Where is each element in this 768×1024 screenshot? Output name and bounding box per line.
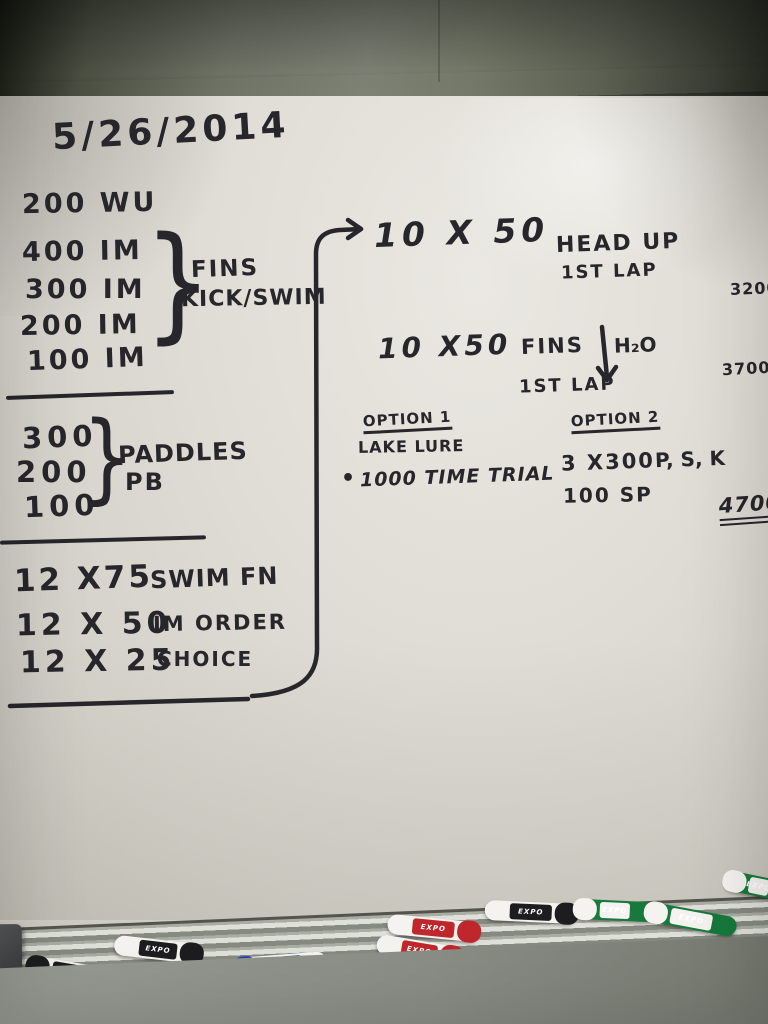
eraser-smudge bbox=[430, 98, 760, 288]
option2-tag: P, S, K bbox=[654, 445, 726, 473]
im-set-line: 200 IM bbox=[19, 308, 141, 343]
im-set-gear-note: FINS bbox=[190, 254, 260, 284]
bracket-line bbox=[249, 226, 364, 699]
im-set-mode-note: KICK/SWIM bbox=[180, 284, 327, 313]
im-set-line: 100 IM bbox=[26, 341, 149, 378]
down-arrow-icon bbox=[599, 324, 610, 380]
brace-icon: } bbox=[144, 209, 213, 356]
twelves-label: SWIM FN bbox=[149, 561, 279, 595]
brace-icon: } bbox=[82, 401, 133, 515]
marker-label: EXPO bbox=[509, 903, 553, 921]
total-after-fins: 3700 bbox=[721, 357, 768, 380]
marker-label: EXPO bbox=[138, 939, 178, 960]
marker-label: EXPO bbox=[746, 876, 768, 897]
finsset-subnote: 1ST LAP bbox=[518, 373, 616, 398]
twelves-label: IM ORDER bbox=[152, 609, 288, 637]
section-underline bbox=[7, 696, 251, 709]
option2-line2: 100 SP bbox=[562, 482, 653, 508]
headup-reps: 10 X 50 bbox=[373, 209, 550, 256]
finsset-gear: FINS bbox=[520, 332, 585, 360]
shadow-bottom bbox=[0, 640, 768, 930]
headup-subnote: 1ST LAP bbox=[560, 259, 658, 284]
paddles-gear-note: PADDLES bbox=[117, 436, 249, 470]
down-arrow-head-icon bbox=[595, 364, 619, 383]
bullet-dot: • bbox=[341, 466, 356, 491]
twelves-reps: 12 X 50 bbox=[15, 605, 172, 644]
option1-location: LAKE LURE bbox=[357, 436, 465, 457]
headup-note: HEAD UP bbox=[555, 228, 681, 259]
paddles-gear2-note: PB bbox=[125, 468, 165, 496]
total-after-im: 3200 bbox=[729, 278, 768, 299]
twelves-reps: 12 X 25 bbox=[19, 642, 176, 681]
marker-label: EXPO bbox=[411, 918, 456, 939]
marker-label: EXPO bbox=[599, 901, 631, 920]
shadow-top-left bbox=[0, 96, 260, 316]
twelves-reps: 12 X75 bbox=[13, 558, 154, 600]
paddles-set-line: 200 bbox=[16, 455, 92, 489]
im-set-line: 400 IM bbox=[21, 234, 143, 269]
warmup-line: 200 WU bbox=[21, 186, 158, 221]
marker-black: EXPO bbox=[484, 899, 580, 926]
finsset-water: H₂O bbox=[613, 332, 657, 358]
top-wall bbox=[0, 0, 768, 104]
option2-reps: 3 X300 bbox=[560, 448, 656, 476]
marker-cap bbox=[572, 897, 598, 921]
right-arrow-icon bbox=[345, 217, 364, 241]
finsset-reps: 10 X50 bbox=[377, 327, 512, 366]
twelves-label: CHOICE bbox=[157, 647, 254, 671]
wall-seam bbox=[438, 0, 440, 82]
total-final: 4700 bbox=[718, 490, 768, 527]
im-set-line: 300 IM bbox=[25, 274, 146, 305]
